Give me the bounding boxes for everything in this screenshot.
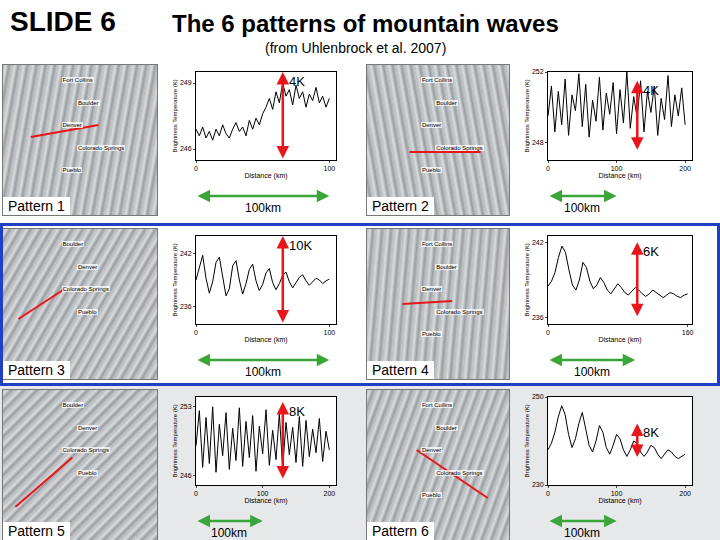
svg-text:100: 100 xyxy=(611,490,623,497)
svg-text:Distance (km): Distance (km) xyxy=(244,172,287,180)
html-text:Denver: Denver xyxy=(422,286,442,292)
html-text:Denver: Denver xyxy=(62,122,82,128)
html-text:Pueblo: Pueblo xyxy=(422,331,441,337)
html-text:Pueblo: Pueblo xyxy=(77,469,97,476)
svg-text:230: 230 xyxy=(532,481,544,488)
svg-text:0: 0 xyxy=(194,490,198,497)
svg-text:Distance (km): Distance (km) xyxy=(244,497,287,505)
svg-text:100: 100 xyxy=(323,165,335,172)
svg-text:200: 200 xyxy=(679,490,691,497)
svg-text:10K: 10K xyxy=(289,238,312,253)
html-text:Denver: Denver xyxy=(77,424,98,431)
html-text:Pattern 3: Pattern 3 xyxy=(8,362,65,378)
svg-text:Distance (km): Distance (km) xyxy=(598,336,641,344)
svg-text:Brightness Temperature (K): Brightness Temperature (K) xyxy=(524,243,530,316)
svg-text:250: 250 xyxy=(532,393,544,400)
svg-text:246: 246 xyxy=(180,472,192,479)
html-text:Pueblo: Pueblo xyxy=(422,167,441,173)
html-text:Pattern 6: Pattern 6 xyxy=(372,523,429,539)
html-text:Colorado Springs: Colorado Springs xyxy=(436,469,483,476)
svg-text:160: 160 xyxy=(682,329,694,336)
svg-text:8K: 8K xyxy=(289,404,305,419)
svg-text:Brightness Temperature (K): Brightness Temperature (K) xyxy=(524,79,530,152)
svg-text:242: 242 xyxy=(532,239,544,246)
html-text:Fort Collins: Fort Collins xyxy=(422,241,453,247)
svg-text:0: 0 xyxy=(546,165,550,172)
svg-text:246: 246 xyxy=(180,145,192,152)
html-text:Fort Collins: Fort Collins xyxy=(422,77,453,83)
svg-text:Distance (km): Distance (km) xyxy=(598,172,641,180)
svg-text:Brightness Temperature (K): Brightness Temperature (K) xyxy=(524,404,530,477)
svg-text:100km: 100km xyxy=(564,526,600,540)
html-text:Pattern 1: Pattern 1 xyxy=(8,198,65,214)
svg-text:236: 236 xyxy=(180,303,192,310)
svg-text:100km: 100km xyxy=(211,526,247,540)
html-text:Boulder: Boulder xyxy=(436,424,457,431)
html-text:Colorado Springs: Colorado Springs xyxy=(62,286,109,292)
svg-text:100km: 100km xyxy=(245,201,281,215)
html-text:SLIDE 6: SLIDE 6 xyxy=(10,6,116,37)
html-text:Pueblo: Pueblo xyxy=(62,167,82,173)
svg-text:Distance (km): Distance (km) xyxy=(598,497,641,505)
html-text:Boulder: Boulder xyxy=(77,99,99,106)
svg-text:100km: 100km xyxy=(564,201,600,215)
svg-text:253: 253 xyxy=(180,403,192,410)
svg-text:100: 100 xyxy=(611,165,623,172)
svg-text:100km: 100km xyxy=(245,365,281,379)
html-text:Colorado Springs: Colorado Springs xyxy=(436,308,483,315)
svg-text:100: 100 xyxy=(323,329,335,336)
svg-text:249: 249 xyxy=(180,79,192,86)
html-text:Colorado Springs: Colorado Springs xyxy=(436,144,483,151)
html-text:Pueblo: Pueblo xyxy=(422,492,441,498)
html-text:Fort Collins: Fort Collins xyxy=(422,402,453,408)
svg-text:200: 200 xyxy=(679,165,691,172)
svg-text:6K: 6K xyxy=(643,244,659,259)
html-text:Fort Collins: Fort Collins xyxy=(62,77,93,83)
html-text:Boulder: Boulder xyxy=(436,99,457,106)
html-text:Boulder: Boulder xyxy=(62,241,84,247)
html-text:Pattern 2: Pattern 2 xyxy=(372,198,429,214)
html-text:Denver: Denver xyxy=(422,122,442,128)
svg-text:236: 236 xyxy=(532,314,544,321)
html-text:Colorado Springs: Colorado Springs xyxy=(62,447,109,453)
svg-text:8K: 8K xyxy=(643,425,659,440)
svg-text:Brightness Temperature (K): Brightness Temperature (K) xyxy=(172,79,178,152)
svg-text:100km: 100km xyxy=(574,365,610,379)
svg-text:248: 248 xyxy=(532,139,544,146)
html-text:Pattern 5: Pattern 5 xyxy=(8,523,65,539)
svg-text:Distance (km): Distance (km) xyxy=(244,336,287,344)
svg-text:242: 242 xyxy=(180,250,192,257)
html-text:Denver: Denver xyxy=(77,263,98,270)
html-text:Colorado Springs: Colorado Springs xyxy=(77,144,125,151)
svg-text:0: 0 xyxy=(194,165,198,172)
html-text:Boulder: Boulder xyxy=(436,263,457,270)
svg-text:100: 100 xyxy=(257,490,269,497)
svg-text:4K: 4K xyxy=(289,74,305,89)
html-text:Denver: Denver xyxy=(422,447,442,453)
svg-text:200: 200 xyxy=(323,490,335,497)
svg-text:0: 0 xyxy=(546,329,550,336)
svg-text:4K: 4K xyxy=(643,83,659,98)
html-text:The 6 patterns of mountain wav: The 6 patterns of mountain waves xyxy=(172,10,559,37)
svg-text:0: 0 xyxy=(194,329,198,336)
svg-text:252: 252 xyxy=(532,68,544,75)
svg-text:0: 0 xyxy=(546,490,550,497)
html-text:Pattern 4: Pattern 4 xyxy=(372,362,429,378)
html-text:Boulder: Boulder xyxy=(62,402,84,408)
svg-text:Brightness Temperature (K): Brightness Temperature (K) xyxy=(172,404,178,477)
html-text:(from Uhlenbrock et al. 2007): (from Uhlenbrock et al. 2007) xyxy=(265,40,447,56)
html-text:Pueblo: Pueblo xyxy=(77,308,97,315)
svg-text:Brightness Temperature (K): Brightness Temperature (K) xyxy=(172,243,178,316)
